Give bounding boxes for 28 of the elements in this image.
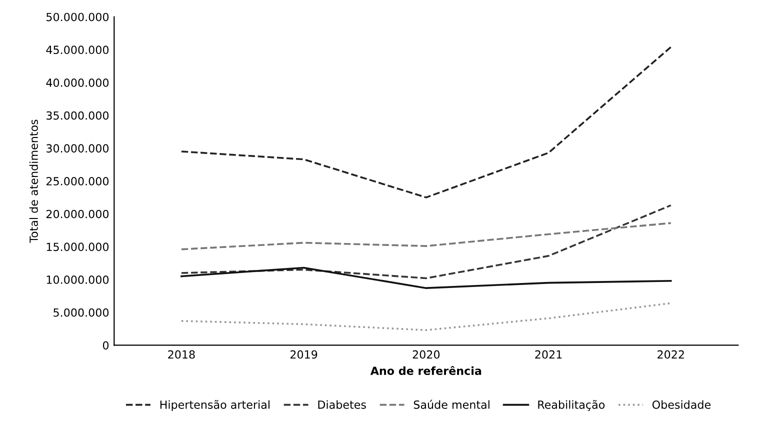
x-axis-title: Ano de referência [370,366,482,375]
line-series [180,302,672,332]
y-tick-label: 10.000.000 [46,276,109,284]
x-tick-label: 2018 [168,350,195,359]
legend-label: Reabilitação [538,400,605,411]
x-tick-label: 2019 [290,350,318,359]
x-tick-label: 2022 [658,350,684,359]
y-axis-title: Total de atendimentos [29,120,38,243]
y-tick-label: 45.000.000 [46,46,109,54]
legend-label: Saúde mental [414,400,490,409]
y-tick-label: 25.000.000 [46,177,109,186]
y-tick-label: 30.000.000 [46,144,109,153]
y-tick-label: 50.000.000 [46,12,109,22]
y-tick-label: 35.000.000 [46,111,109,120]
line-series [180,266,672,289]
legend-label: Hipertensão arterial [160,400,270,411]
line-series [180,204,672,280]
line-series [180,46,672,198]
x-tick-label: 2021 [535,350,562,359]
y-tick-label: 15.000.000 [46,242,109,252]
legend-label: Diabetes [318,400,366,409]
legend-label: Obesidade [652,400,711,409]
y-tick-label: 0 [102,341,109,350]
y-tick-label: 5.000.000 [54,308,109,317]
y-tick-label: 20.000.000 [46,210,109,218]
y-tick-label: 40.000.000 [46,78,109,87]
line-series [180,222,672,250]
x-tick-label: 2020 [412,350,440,359]
